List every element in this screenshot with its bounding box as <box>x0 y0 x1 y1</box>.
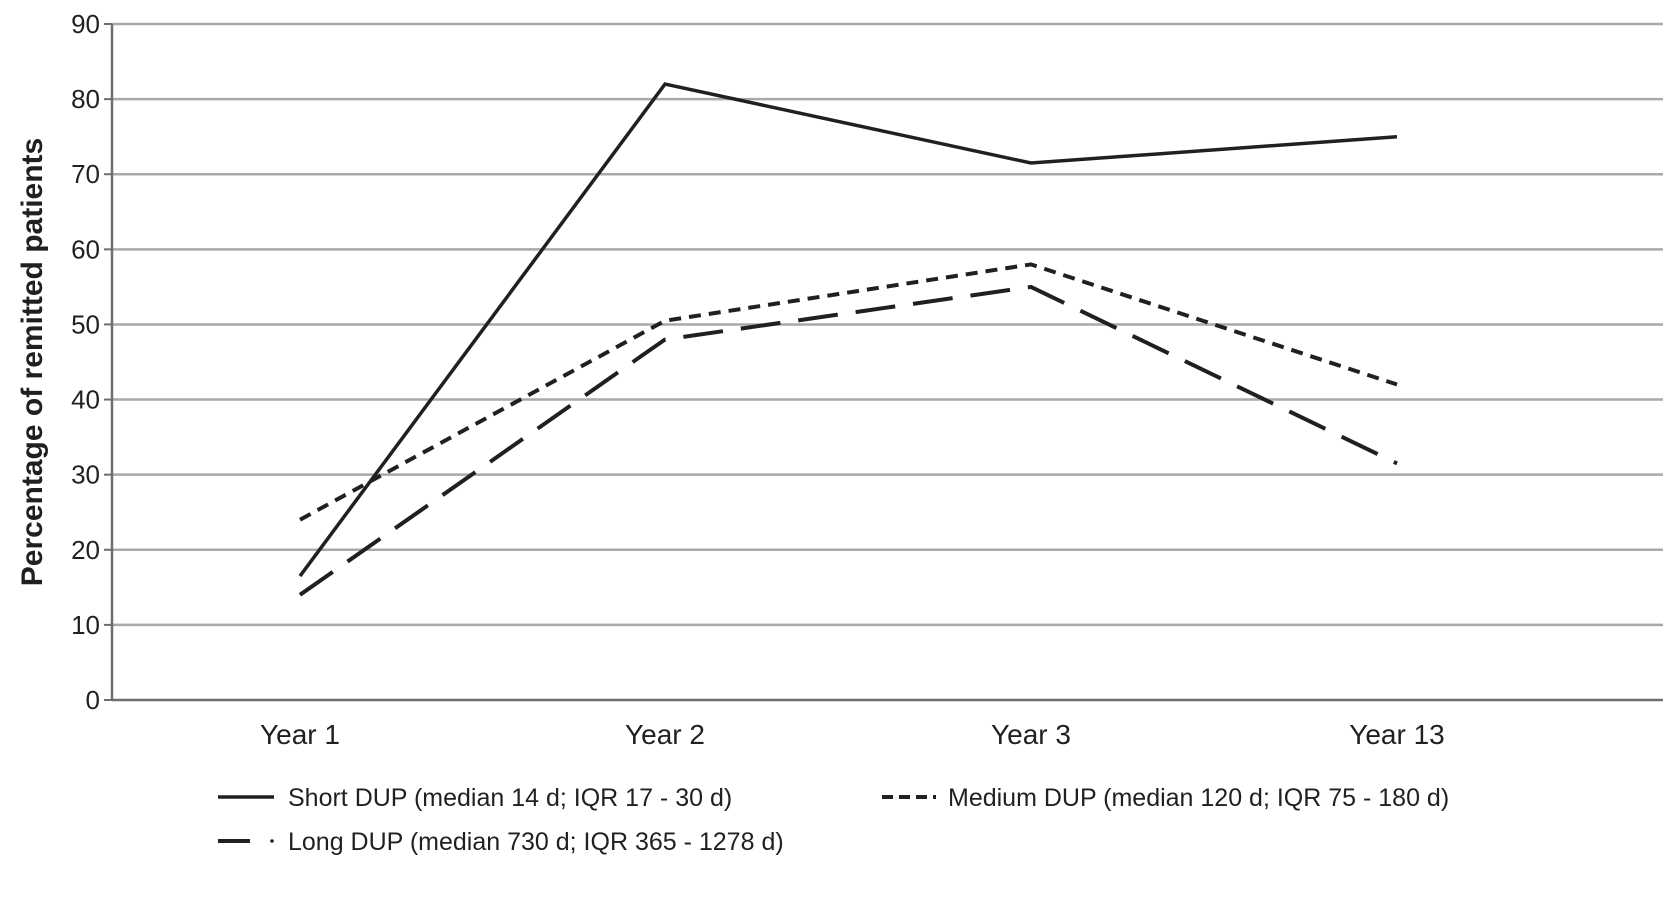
x-category-label-2: Year 2 <box>625 719 705 750</box>
y-tick-label-70: 70 <box>71 159 100 189</box>
legend-label-3: Long DUP (median 730 d; IQR 365 - 1278 d… <box>288 828 784 856</box>
gridlines <box>104 24 1663 700</box>
y-tick-label-80: 80 <box>71 84 100 114</box>
legend-label-2: Medium DUP (median 120 d; IQR 75 - 180 d… <box>948 784 1449 812</box>
x-category-labels: Year 1 Year 2 Year 3 Year 13 <box>260 719 1445 750</box>
x-category-label-1: Year 1 <box>260 719 340 750</box>
y-tick-label-90: 90 <box>71 9 100 39</box>
axes <box>112 24 1663 700</box>
y-tick-label-10: 10 <box>71 610 100 640</box>
y-tick-label-60: 60 <box>71 234 100 264</box>
y-tick-labels: 0 10 20 30 40 50 60 70 80 90 <box>71 9 100 715</box>
x-category-label-3: Year 3 <box>991 719 1071 750</box>
y-axis-title: Percentage of remitted patients <box>16 138 49 586</box>
y-tick-label-20: 20 <box>71 535 100 565</box>
series-line-1 <box>300 84 1397 576</box>
y-tick-label-50: 50 <box>71 309 100 339</box>
y-tick-label-0: 0 <box>86 685 100 715</box>
y-tick-label-30: 30 <box>71 460 100 490</box>
series-lines <box>300 84 1397 595</box>
y-tick-label-40: 40 <box>71 385 100 415</box>
legend: Short DUP (median 14 d; IQR 17 - 30 d) Me… <box>218 784 1449 856</box>
legend-label-1: Short DUP (median 14 d; IQR 17 - 30 d) <box>288 784 732 812</box>
legend-swatch-dot-3 <box>270 839 274 843</box>
x-category-label-4: Year 13 <box>1349 719 1445 750</box>
